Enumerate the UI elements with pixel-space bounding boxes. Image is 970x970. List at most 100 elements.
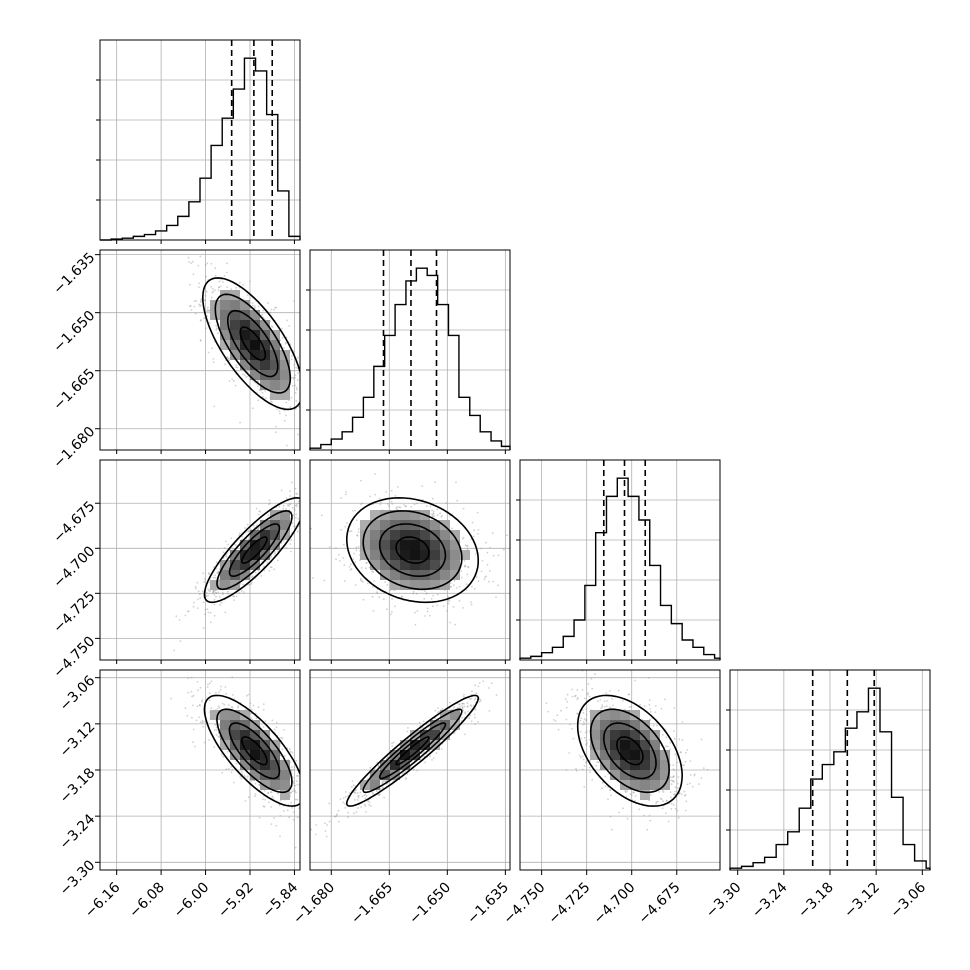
sample-point	[318, 493, 320, 495]
sample-point	[469, 704, 472, 707]
sample-point	[377, 764, 380, 767]
sample-point	[321, 424, 323, 426]
sample-point	[370, 805, 372, 807]
density-cell	[230, 330, 240, 340]
sample-point	[344, 791, 347, 793]
sample-point	[401, 772, 404, 775]
sample-point	[461, 702, 463, 705]
sample-point	[200, 319, 203, 321]
sample-point	[295, 366, 298, 369]
contour-2	[362, 708, 463, 794]
contour-1	[378, 722, 447, 780]
sample-point	[673, 793, 676, 795]
sample-point	[245, 376, 248, 378]
sample-point	[275, 726, 278, 729]
sample-point	[232, 595, 235, 598]
sample-point	[357, 545, 360, 548]
density-cell	[380, 550, 390, 560]
density-cell	[220, 570, 230, 580]
sample-point	[490, 682, 493, 684]
sample-point	[462, 536, 465, 539]
sample-point	[340, 497, 343, 499]
sample-point	[205, 275, 208, 278]
density-cell	[430, 540, 440, 550]
density-cell	[370, 560, 380, 570]
sample-point	[231, 768, 234, 771]
sample-point	[279, 835, 281, 838]
sample-point	[213, 594, 216, 596]
sample-point	[217, 705, 220, 708]
sample-point	[297, 775, 299, 777]
sample-point	[673, 769, 676, 772]
sample-point	[519, 661, 521, 663]
sample-point	[297, 517, 300, 520]
contour-1	[378, 523, 447, 578]
sample-point	[405, 777, 407, 779]
sample-point	[478, 682, 481, 684]
density-cell	[270, 780, 280, 790]
sample-point	[414, 623, 417, 626]
sample-point	[199, 305, 202, 307]
sample-point	[328, 820, 331, 823]
sample-point	[467, 566, 470, 569]
sample-point	[283, 755, 286, 757]
sample-point	[281, 748, 284, 751]
sample-point	[319, 814, 321, 816]
sample-point	[207, 306, 209, 309]
sample-point	[429, 505, 432, 508]
sample-point	[440, 748, 443, 750]
sample-point	[474, 697, 477, 700]
sample-point	[372, 610, 375, 612]
density-cell	[420, 530, 430, 540]
sample-point	[588, 766, 591, 769]
sample-point	[376, 591, 378, 594]
sample-point	[268, 503, 270, 506]
sample-point	[191, 716, 193, 719]
sample-point	[432, 757, 435, 759]
sample-point	[467, 705, 469, 708]
sample-point	[218, 706, 221, 709]
sample-point	[360, 806, 362, 808]
sample-point	[199, 304, 202, 306]
density-cell	[390, 770, 400, 780]
sample-point	[658, 790, 661, 793]
sample-point	[684, 751, 687, 754]
sample-point	[217, 572, 220, 574]
sample-point	[355, 519, 358, 522]
sample-point	[294, 846, 297, 849]
sample-point	[354, 584, 357, 586]
sample-point	[412, 590, 415, 593]
sample-point	[251, 575, 254, 578]
sample-point	[357, 796, 360, 799]
sample-point	[350, 530, 353, 532]
sample-point	[384, 780, 386, 782]
sample-point	[474, 553, 477, 555]
sample-point	[302, 812, 304, 814]
sample-point	[293, 364, 296, 366]
sample-point	[193, 305, 196, 308]
sample-point	[312, 805, 314, 807]
sample-point	[300, 342, 302, 344]
sample-point	[217, 591, 220, 594]
density-cell	[420, 740, 430, 750]
sample-point	[269, 311, 272, 314]
sample-point	[220, 601, 223, 604]
sample-point	[421, 726, 424, 729]
sample-point	[224, 611, 227, 614]
sample-point	[270, 325, 273, 328]
sample-point	[184, 614, 187, 617]
sample-point	[247, 375, 249, 378]
hist-panel-3	[726, 669, 931, 871]
sample-point	[240, 589, 243, 592]
sample-point	[271, 795, 274, 798]
sample-point	[495, 694, 498, 697]
sample-point	[319, 842, 321, 844]
sample-point	[356, 534, 359, 537]
sample-point	[246, 294, 249, 297]
sample-point	[270, 550, 273, 552]
density-cell	[220, 710, 230, 720]
sample-point	[368, 801, 371, 804]
sample-point	[195, 719, 198, 722]
sample-point	[206, 310, 209, 312]
sample-point	[198, 303, 201, 306]
